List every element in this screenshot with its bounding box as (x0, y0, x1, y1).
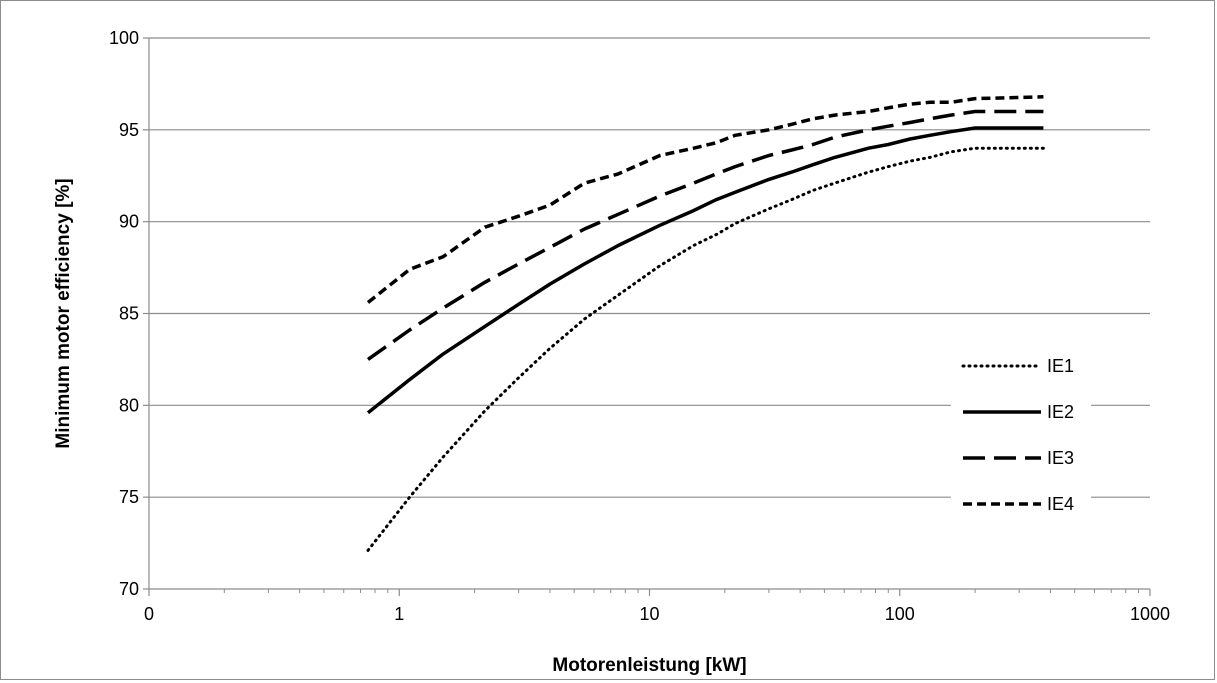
x-tick-label: 1 (394, 604, 404, 624)
x-tick-label: 0 (144, 604, 154, 624)
y-tick-label: 100 (109, 28, 139, 48)
y-tick-label: 85 (119, 304, 139, 324)
x-tick-label: 100 (885, 604, 915, 624)
series-line-ie2 (366, 126, 1044, 415)
legend-label-ie2: IE2 (1047, 402, 1074, 422)
series-line-ie1 (366, 146, 1045, 552)
x-axis-title: Motorenleistung [kW] (552, 655, 746, 676)
series-line-ie3 (366, 109, 1044, 361)
x-tick-label: 10 (639, 604, 659, 624)
legend-label-ie1: IE1 (1047, 356, 1074, 376)
y-axis-title: Minimum motor efficiency [%] (53, 178, 74, 448)
x-tick-label: 1000 (1130, 604, 1170, 624)
y-tick-label: 75 (119, 487, 139, 507)
legend-label-ie3: IE3 (1047, 448, 1074, 468)
legend-label-ie4: IE4 (1047, 494, 1074, 514)
series-line-ie4 (366, 95, 1044, 304)
legend: IE1 IE2 IE3 IE4 (951, 344, 1091, 528)
y-tick-label: 95 (119, 120, 139, 140)
y-tick-label: 90 (119, 212, 139, 232)
y-tick-label: 70 (119, 579, 139, 599)
legend-background (951, 344, 1091, 528)
y-tick-label: 80 (119, 395, 139, 415)
series-lines (366, 95, 1045, 552)
